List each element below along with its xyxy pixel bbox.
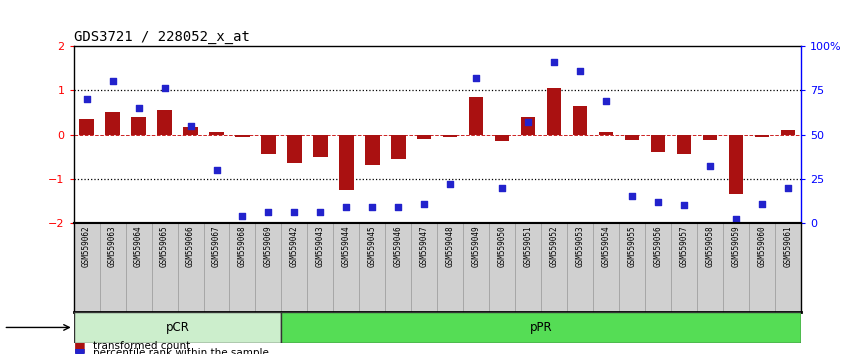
Text: GSM559042: GSM559042 (290, 226, 299, 267)
Bar (313, 135, 327, 156)
Bar (469, 97, 483, 135)
Bar (391, 135, 405, 159)
Text: GSM559057: GSM559057 (680, 226, 688, 267)
Bar (236, 135, 249, 137)
Point (755, 201, 769, 206)
Text: GSM559050: GSM559050 (498, 226, 507, 267)
Text: GSM559052: GSM559052 (550, 226, 559, 267)
Point (521, 119, 535, 125)
Text: ■: ■ (74, 340, 86, 353)
Point (313, 210, 327, 215)
Point (132, 105, 145, 111)
Text: GSM559061: GSM559061 (784, 226, 792, 267)
Bar (158, 110, 171, 135)
Bar (281, 312, 801, 343)
Point (339, 204, 353, 210)
Point (703, 164, 717, 169)
Text: GSM559060: GSM559060 (758, 226, 766, 267)
Text: GSM559064: GSM559064 (134, 226, 143, 267)
Text: GSM559055: GSM559055 (628, 226, 637, 267)
Bar (599, 132, 613, 135)
Point (184, 123, 197, 129)
Text: transformed count: transformed count (93, 341, 190, 351)
Bar (755, 135, 769, 137)
Point (599, 98, 613, 104)
Text: GSM559066: GSM559066 (186, 226, 195, 267)
Point (677, 202, 691, 208)
Text: GSM559069: GSM559069 (264, 226, 273, 267)
Text: GSM559048: GSM559048 (446, 226, 455, 267)
Text: GSM559043: GSM559043 (316, 226, 325, 267)
Text: GSM559049: GSM559049 (472, 226, 481, 267)
Bar (132, 117, 145, 135)
Text: GSM559051: GSM559051 (524, 226, 533, 267)
Text: GSM559067: GSM559067 (212, 226, 221, 267)
Bar (365, 135, 379, 165)
Point (262, 210, 275, 215)
Bar (417, 135, 431, 139)
Point (391, 204, 405, 210)
Bar (651, 135, 665, 152)
Point (158, 86, 171, 91)
Bar (703, 135, 717, 140)
Point (365, 204, 379, 210)
Point (417, 201, 431, 206)
Text: GSM559068: GSM559068 (238, 226, 247, 267)
Text: GSM559059: GSM559059 (732, 226, 740, 267)
Point (625, 194, 639, 199)
Text: GSM559058: GSM559058 (706, 226, 714, 267)
Bar (495, 135, 509, 141)
Point (729, 217, 743, 222)
Point (443, 181, 457, 187)
Text: GSM559044: GSM559044 (342, 226, 351, 267)
Point (288, 210, 301, 215)
Point (469, 75, 483, 81)
Text: GSM559063: GSM559063 (108, 226, 117, 267)
Point (781, 185, 795, 190)
Text: ■: ■ (74, 346, 86, 354)
Bar (781, 130, 795, 135)
Bar (573, 106, 587, 135)
Bar (262, 135, 275, 154)
Text: GSM559053: GSM559053 (576, 226, 585, 267)
Bar (729, 135, 743, 194)
Point (547, 59, 561, 65)
Text: pPR: pPR (530, 321, 553, 334)
Text: GSM559047: GSM559047 (420, 226, 429, 267)
Point (573, 68, 587, 74)
Text: pCR: pCR (165, 321, 190, 334)
Bar (547, 88, 561, 135)
Bar (106, 113, 120, 135)
Text: percentile rank within the sample: percentile rank within the sample (93, 348, 268, 354)
Bar (184, 126, 197, 135)
Text: GSM559045: GSM559045 (368, 226, 377, 267)
Point (495, 185, 509, 190)
Bar (210, 132, 223, 135)
Point (651, 199, 665, 205)
Bar (443, 135, 457, 137)
Bar (288, 135, 301, 163)
Text: GSM559046: GSM559046 (394, 226, 403, 267)
Point (106, 79, 120, 84)
Text: GSM559054: GSM559054 (602, 226, 611, 267)
Bar (521, 117, 535, 135)
Bar (80, 119, 94, 135)
Point (236, 213, 249, 219)
Text: GDS3721 / 228052_x_at: GDS3721 / 228052_x_at (74, 30, 249, 44)
Bar (74, 312, 281, 343)
Bar (625, 135, 639, 140)
Text: GSM559062: GSM559062 (82, 226, 91, 267)
Text: GSM559056: GSM559056 (654, 226, 662, 267)
Point (210, 167, 223, 173)
Point (80, 96, 94, 102)
Bar (339, 135, 353, 190)
Text: GSM559065: GSM559065 (160, 226, 169, 267)
Bar (677, 135, 691, 154)
